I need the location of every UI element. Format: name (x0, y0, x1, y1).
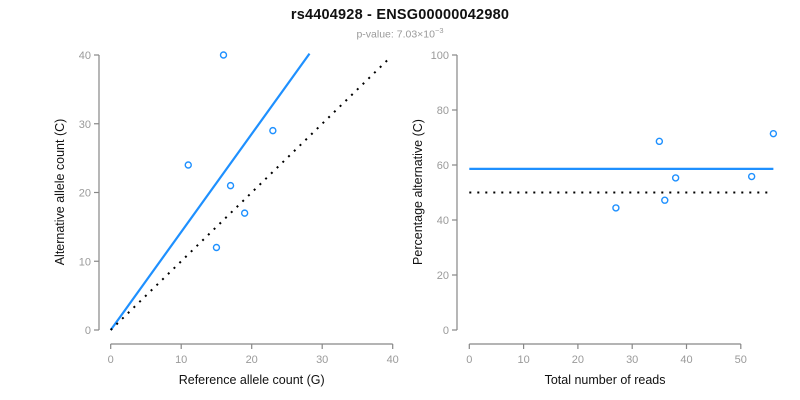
x-tick-label: 40 (387, 354, 399, 366)
y-tick-label: 100 (431, 50, 449, 62)
figure-subtitle: p-value: 7.03×10−3 (0, 26, 800, 41)
y-tick-label: 20 (79, 188, 91, 200)
x-axis-title: Reference allele count (G) (179, 373, 325, 387)
data-point (747, 172, 756, 181)
fitted-proportion-line (109, 52, 311, 331)
y-axis-title: Alternative allele count (C) (53, 119, 67, 266)
y-tick-label: 0 (85, 325, 91, 337)
y-tick-label: 10 (79, 256, 91, 268)
y-tick-label: 20 (437, 270, 449, 282)
identity-line (110, 55, 392, 331)
pvalue-exponent: −3 (434, 26, 444, 35)
data-point (240, 209, 249, 217)
percentage-scatter-plot: 0 20 40 60 80 100 0 10 20 30 40 50 Total number of r… (411, 50, 778, 387)
data-point (226, 181, 235, 190)
x-tick-label: 0 (108, 354, 114, 366)
data-point (269, 126, 277, 135)
data-point (671, 174, 680, 182)
x-tick-label: 10 (517, 354, 529, 366)
data-point (219, 51, 228, 59)
figure-title: rs4404928 - ENSG00000042980 (290, 7, 510, 23)
x-tick-label: 30 (316, 354, 328, 366)
y-axis-title: Percentage alternative (C) (411, 119, 425, 265)
data-point (184, 161, 192, 169)
x-tick-label: 50 (735, 354, 747, 366)
data-point (661, 196, 669, 204)
figure-header: rs4404928 - ENSG00000042980 p-value: 7.0… (0, 7, 800, 41)
data-point (612, 204, 620, 212)
y-tick-label: 30 (79, 119, 91, 131)
pvalue-text: p-value: 7.03×10 (356, 28, 435, 41)
x-tick-label: 30 (626, 354, 638, 366)
x-tick-label: 20 (572, 354, 584, 366)
data-point (655, 137, 664, 146)
data-point (769, 129, 778, 138)
x-tick-label: 20 (246, 354, 258, 366)
x-tick-label: 10 (175, 354, 187, 366)
y-tick-label: 0 (443, 325, 449, 337)
x-tick-label: 40 (680, 354, 692, 366)
y-tick-label: 60 (437, 160, 449, 172)
x-axis-title: Total number of reads (545, 373, 666, 387)
y-tick-label: 40 (437, 215, 449, 227)
y-tick-label: 40 (79, 50, 91, 62)
data-point (212, 243, 221, 252)
allele-count-scatter-plot: 0 10 20 30 40 0 10 20 30 40 Reference allele count… (53, 50, 399, 387)
y-tick-label: 80 (437, 105, 449, 117)
x-tick-label: 0 (466, 354, 472, 366)
